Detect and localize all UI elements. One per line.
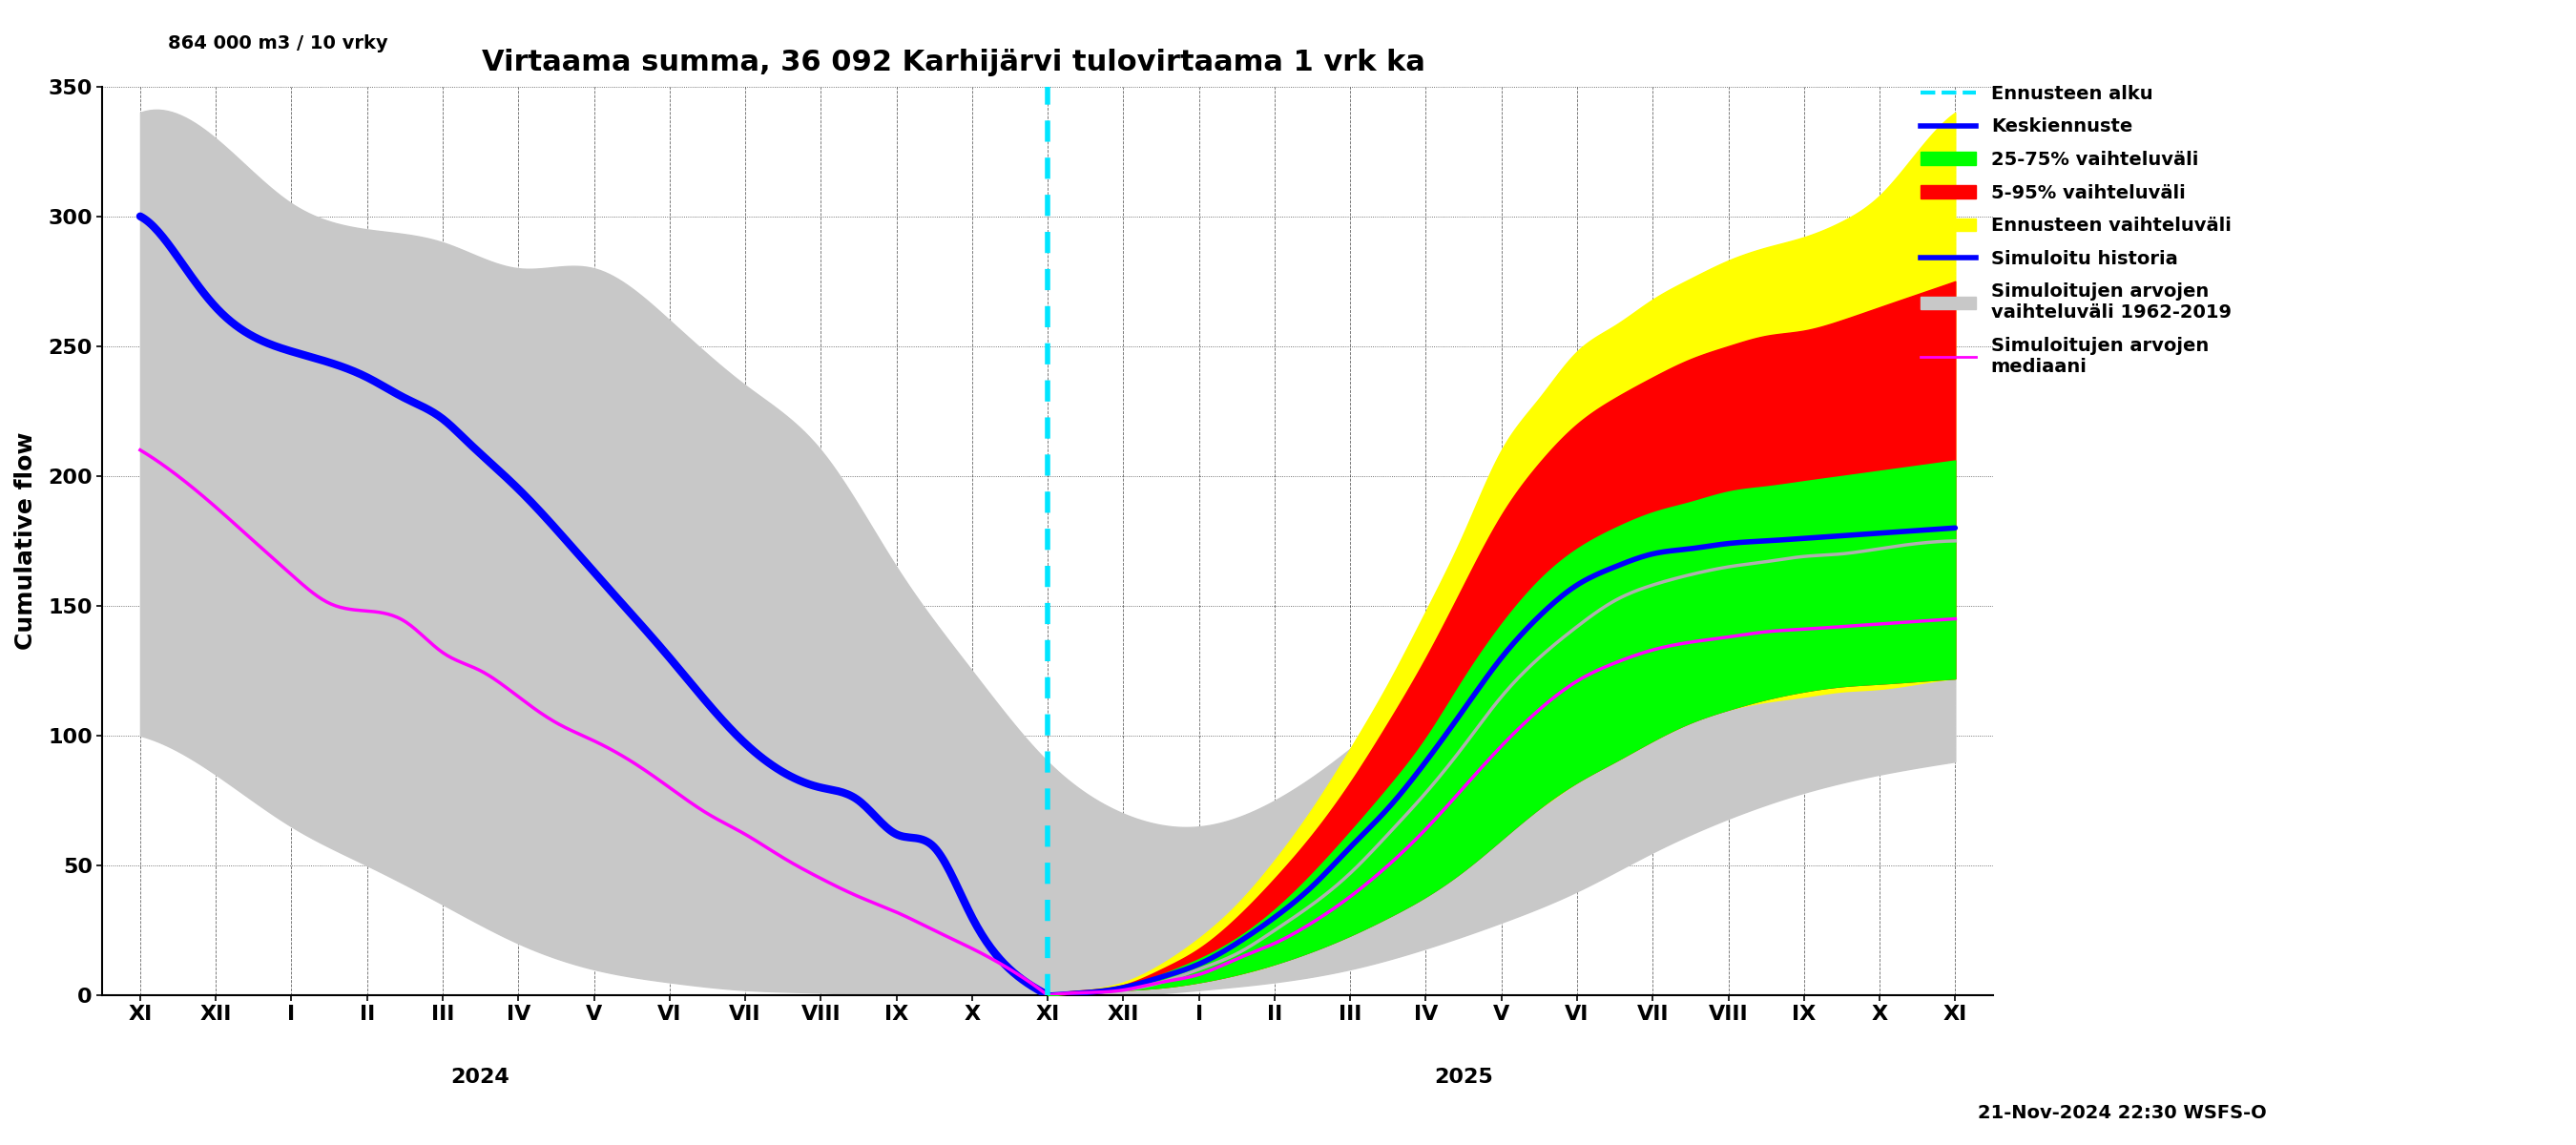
Text: 2024: 2024: [451, 1068, 510, 1087]
Y-axis label: Cumulative flow: Cumulative flow: [15, 432, 36, 650]
Text: 21-Nov-2024 22:30 WSFS-O: 21-Nov-2024 22:30 WSFS-O: [1978, 1104, 2267, 1122]
Legend: Ennusteen alku, Keskiennuste, 25-75% vaihteluväli, 5-95% vaihteluväli, Ennusteen: Ennusteen alku, Keskiennuste, 25-75% vai…: [1914, 78, 2239, 384]
Title: Virtaama summa, 36 092 Karhijärvi tulovirtaama 1 vrk ka: Virtaama summa, 36 092 Karhijärvi tulovi…: [482, 48, 1425, 77]
Text: 864 000 m3 / 10 vrky: 864 000 m3 / 10 vrky: [167, 34, 386, 53]
Text: 2025: 2025: [1435, 1068, 1494, 1087]
